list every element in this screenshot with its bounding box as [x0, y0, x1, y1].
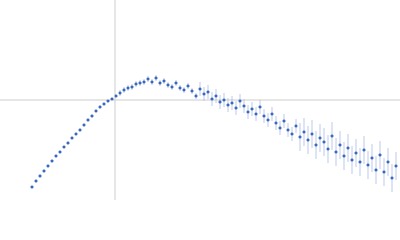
data-point [230, 101, 234, 105]
data-point [234, 106, 238, 110]
data-point [162, 79, 166, 83]
data-point [106, 99, 110, 103]
data-point [66, 141, 70, 145]
data-point [334, 150, 338, 154]
data-point [178, 86, 182, 90]
data-point [242, 104, 246, 108]
data-point [394, 164, 398, 168]
data-point [222, 98, 226, 102]
data-point [150, 80, 154, 84]
data-point [78, 128, 82, 132]
data-point [30, 185, 34, 189]
data-point [266, 118, 270, 122]
data-point [350, 158, 354, 162]
data-point [198, 87, 202, 91]
data-point [358, 160, 362, 164]
data-point [214, 94, 218, 98]
data-point [118, 91, 122, 95]
data-point [390, 176, 394, 180]
data-point [282, 119, 286, 123]
data-point [378, 153, 382, 157]
data-point [286, 128, 290, 132]
data-point [194, 94, 198, 98]
data-point [170, 85, 174, 89]
data-point [94, 109, 98, 113]
data-point [366, 163, 370, 167]
data-point [278, 126, 282, 130]
data-point [250, 107, 254, 111]
data-point [290, 132, 294, 136]
data-point [34, 179, 38, 183]
data-point [86, 118, 90, 122]
data-point [326, 147, 330, 151]
data-point [262, 114, 266, 118]
data-point [190, 89, 194, 93]
data-point [142, 80, 146, 84]
data-point [166, 83, 170, 87]
data-point [134, 82, 138, 86]
data-point [382, 170, 386, 174]
data-point [42, 169, 46, 173]
data-point [270, 112, 274, 116]
data-point [226, 103, 230, 107]
data-point [54, 154, 58, 158]
data-point [146, 77, 150, 81]
data-point [50, 159, 54, 163]
data-point [354, 151, 358, 155]
page: {"chart_data": {"type": "scatter", "xlim… [0, 0, 400, 200]
data-point [202, 92, 206, 96]
chart [0, 0, 400, 200]
data-point [98, 105, 102, 109]
data-point [338, 143, 342, 147]
data-point [218, 100, 222, 104]
data-point [342, 154, 346, 158]
data-point [122, 88, 126, 92]
data-point [362, 148, 366, 152]
data-point [110, 97, 114, 101]
data-point [314, 143, 318, 147]
data-point [82, 123, 86, 127]
data-point [90, 114, 94, 118]
data-point [210, 97, 214, 101]
data-point [154, 76, 158, 80]
data-point [370, 156, 374, 160]
data-point [174, 81, 178, 85]
data-point [310, 132, 314, 136]
data-point [254, 112, 258, 116]
data-point [298, 135, 302, 139]
data-point [206, 90, 210, 94]
data-point [374, 168, 378, 172]
data-point [186, 84, 190, 88]
data-point [246, 110, 250, 114]
data-point [58, 150, 62, 154]
data-point [182, 88, 186, 92]
data-point [318, 136, 322, 140]
data-point [62, 145, 66, 149]
data-point [102, 102, 106, 106]
data-point [126, 86, 130, 90]
data-point [294, 124, 298, 128]
data-point [322, 140, 326, 144]
data-point [274, 121, 278, 125]
data-point [70, 136, 74, 140]
data-point [158, 81, 162, 85]
data-point [258, 105, 262, 109]
data-point [74, 132, 78, 136]
data-point [302, 130, 306, 134]
data-point [238, 99, 242, 103]
data-point [114, 94, 118, 98]
data-point [346, 146, 350, 150]
data-point [138, 81, 142, 85]
data-point [38, 174, 42, 178]
data-point [130, 85, 134, 89]
data-point [330, 134, 334, 138]
data-point [386, 160, 390, 164]
data-point [46, 164, 50, 168]
data-point [306, 138, 310, 142]
